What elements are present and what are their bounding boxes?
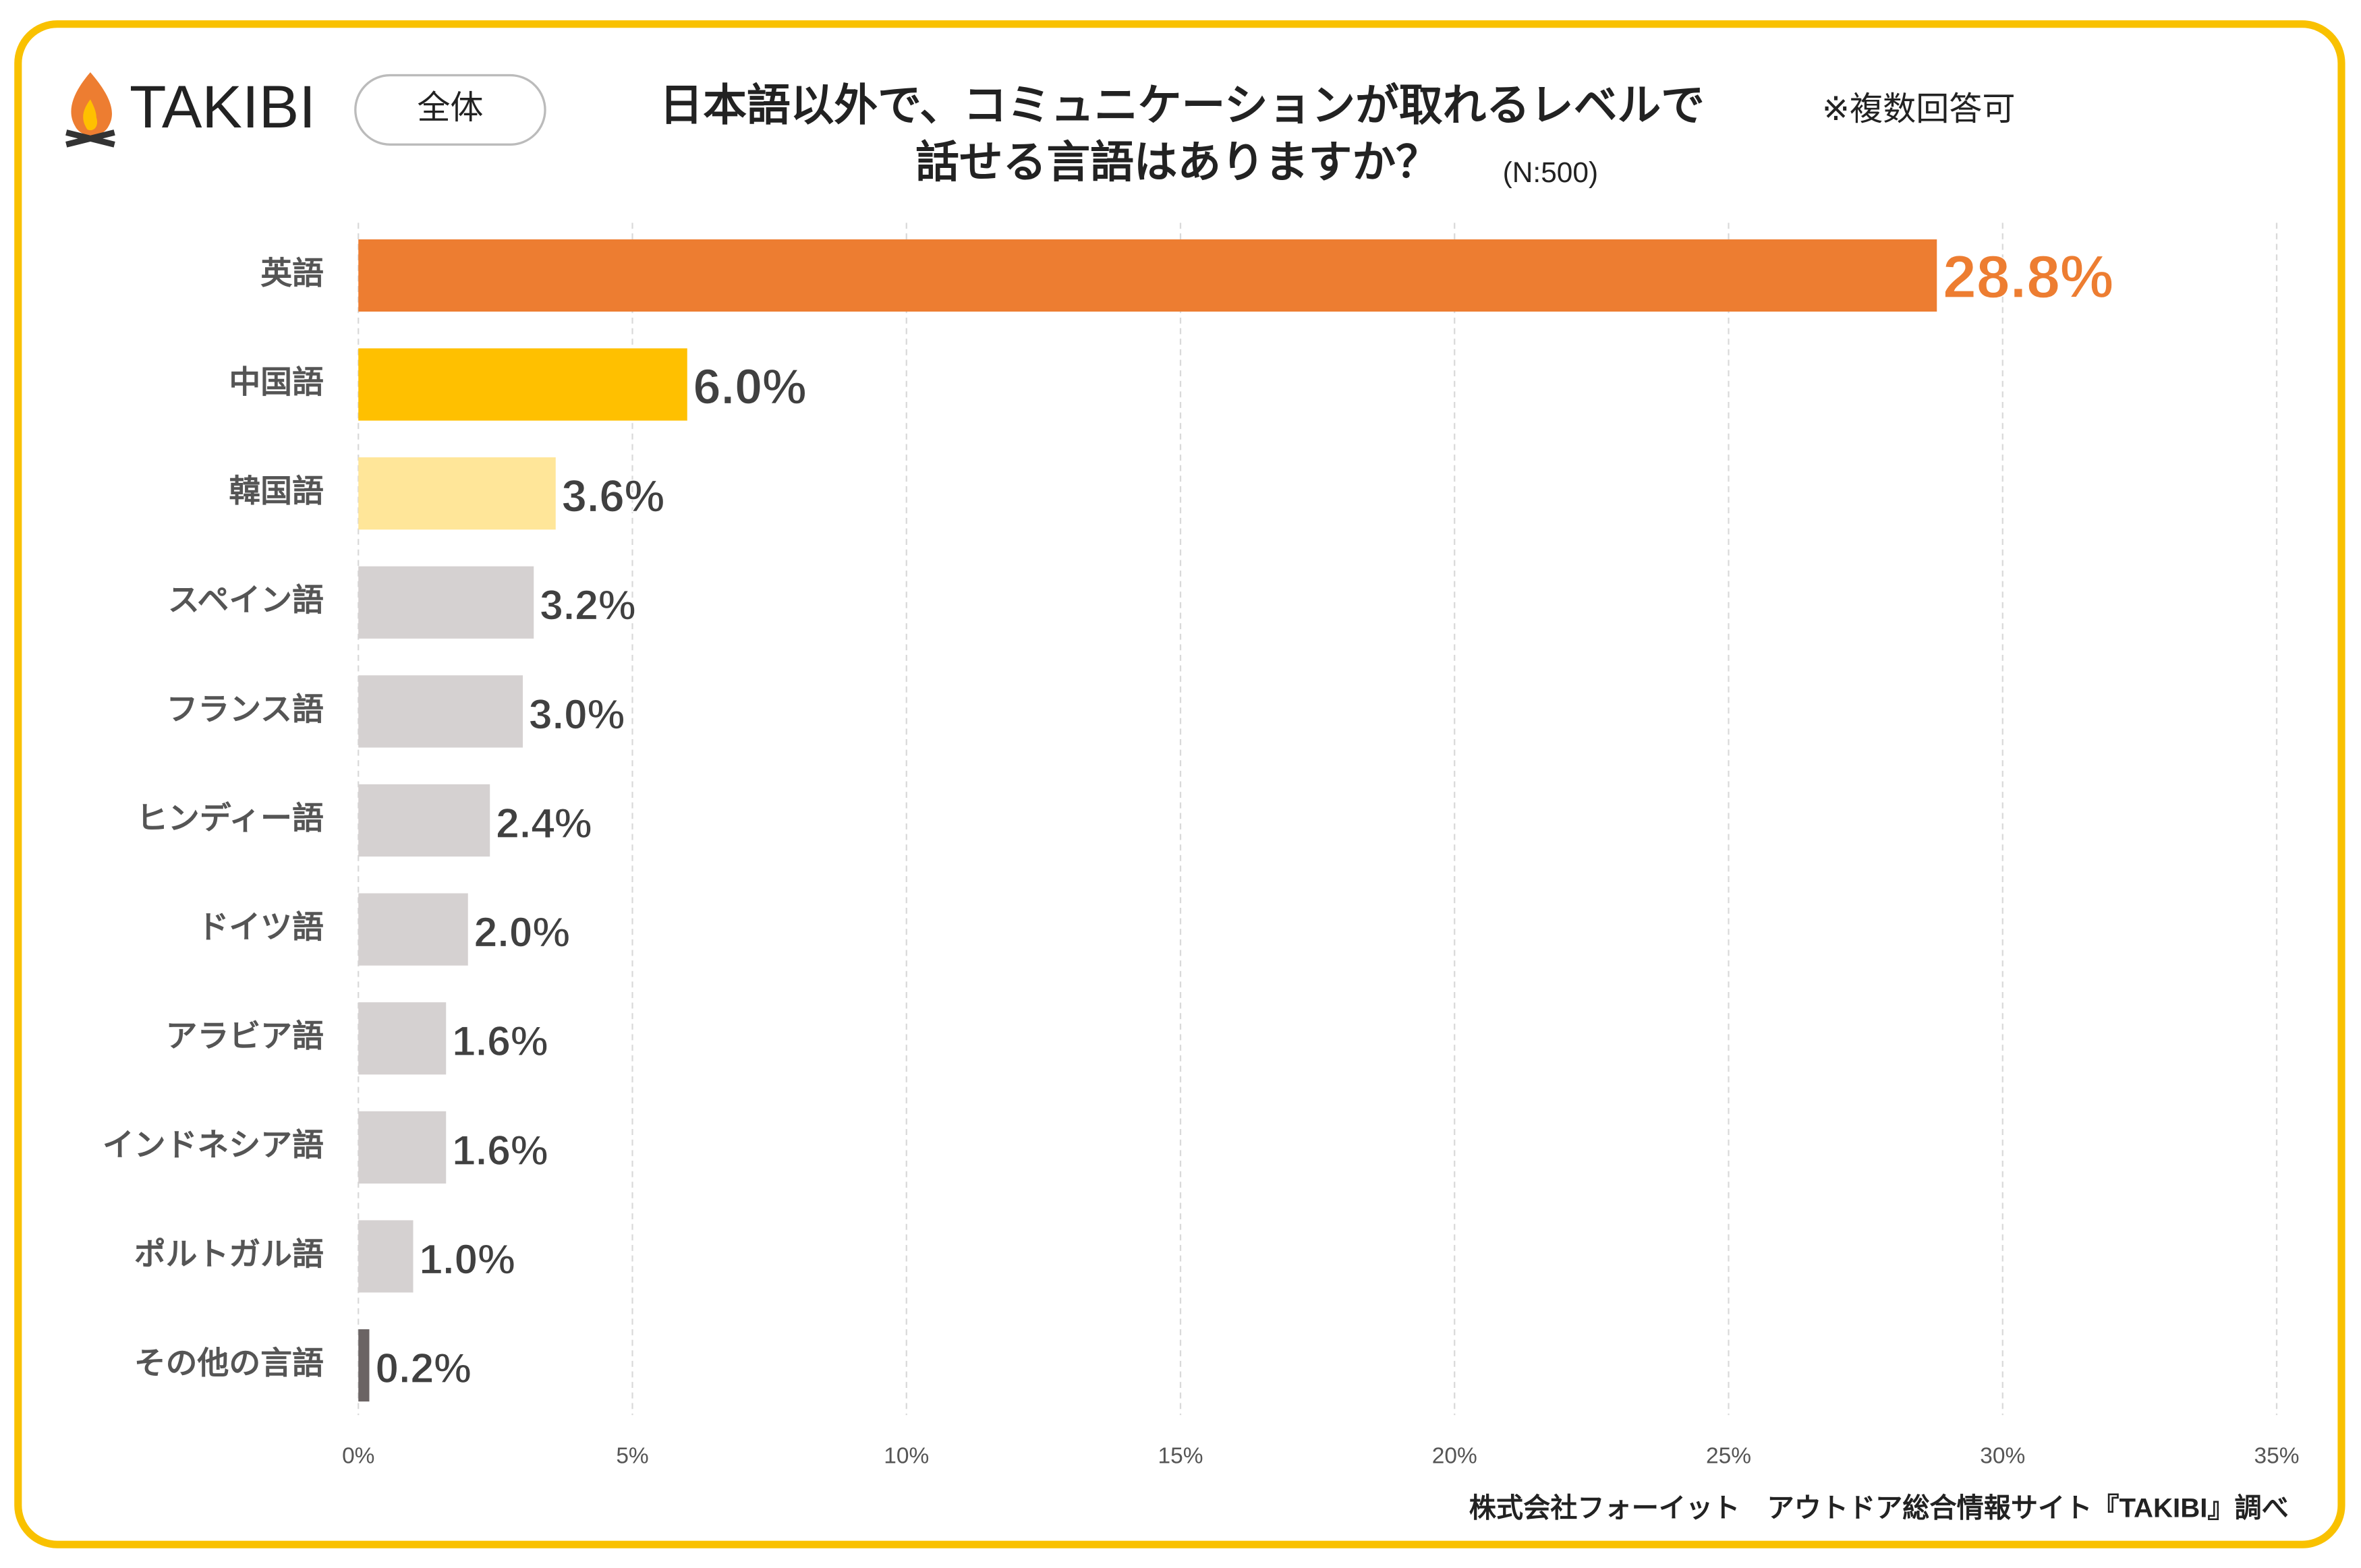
source: 株式会社フォーイット アウトドア総合情報サイト『TAKIBI』調べ xyxy=(1469,1492,2289,1523)
x-tick-label: 10% xyxy=(884,1444,929,1469)
x-tick-label: 20% xyxy=(1432,1444,1477,1469)
bar xyxy=(358,348,687,421)
note: ※複数回答可 xyxy=(1822,91,2016,127)
value-label: 1.0% xyxy=(419,1236,515,1283)
x-tick-label: 5% xyxy=(616,1444,648,1469)
bar xyxy=(358,239,1937,312)
value-label: 2.4% xyxy=(496,800,592,847)
logo-icon xyxy=(65,72,115,148)
bar xyxy=(358,566,534,639)
bar xyxy=(358,784,490,857)
value-label: 1.6% xyxy=(452,1018,548,1065)
bar xyxy=(358,1002,447,1075)
y-tick-label: 中国語 xyxy=(229,364,324,399)
value-label: 28.8% xyxy=(1943,243,2113,310)
y-tick-label: 韓国語 xyxy=(229,473,324,509)
y-tick-label: インドネシア語 xyxy=(103,1128,324,1163)
y-tick-label: アラビア語 xyxy=(166,1018,324,1053)
bar xyxy=(358,893,468,966)
y-tick-label: フランス語 xyxy=(167,691,324,726)
value-label: 2.0% xyxy=(474,909,570,956)
y-tick-label: その他の言語 xyxy=(134,1345,324,1381)
y-tick-label: ヒンディー語 xyxy=(136,801,324,836)
sample-size: (N:500) xyxy=(1503,156,1598,188)
value-label: 0.2% xyxy=(375,1345,471,1392)
value-label: 3.2% xyxy=(540,582,635,629)
x-tick-label: 35% xyxy=(2254,1444,2299,1469)
value-label: 3.0% xyxy=(529,691,625,738)
value-label: 3.6% xyxy=(562,471,665,521)
bar xyxy=(358,1220,414,1293)
x-tick-label: 15% xyxy=(1158,1444,1203,1469)
chart-title: 日本語以外で、コミュニケーションが取れるレベルで xyxy=(660,80,1705,129)
chart-title: 話せる言語はありますか？ xyxy=(915,138,1440,187)
badge: 全体 xyxy=(417,90,483,126)
y-tick-label: ポルトガル語 xyxy=(134,1236,324,1271)
x-tick-label: 30% xyxy=(1980,1444,2025,1469)
bar xyxy=(358,1111,447,1184)
x-tick-label: 0% xyxy=(342,1444,374,1469)
bar xyxy=(358,675,523,748)
y-tick-label: ドイツ語 xyxy=(197,910,323,945)
y-tick-label: 英語 xyxy=(260,256,324,291)
value-label: 6.0% xyxy=(693,358,807,414)
x-tick-label: 25% xyxy=(1706,1444,1751,1469)
brand: TAKIBI xyxy=(130,73,316,140)
y-tick-label: スペイン語 xyxy=(168,583,324,618)
bar xyxy=(358,457,556,530)
badge-box xyxy=(354,74,546,146)
value-label: 1.6% xyxy=(452,1127,548,1174)
bar xyxy=(358,1329,370,1402)
